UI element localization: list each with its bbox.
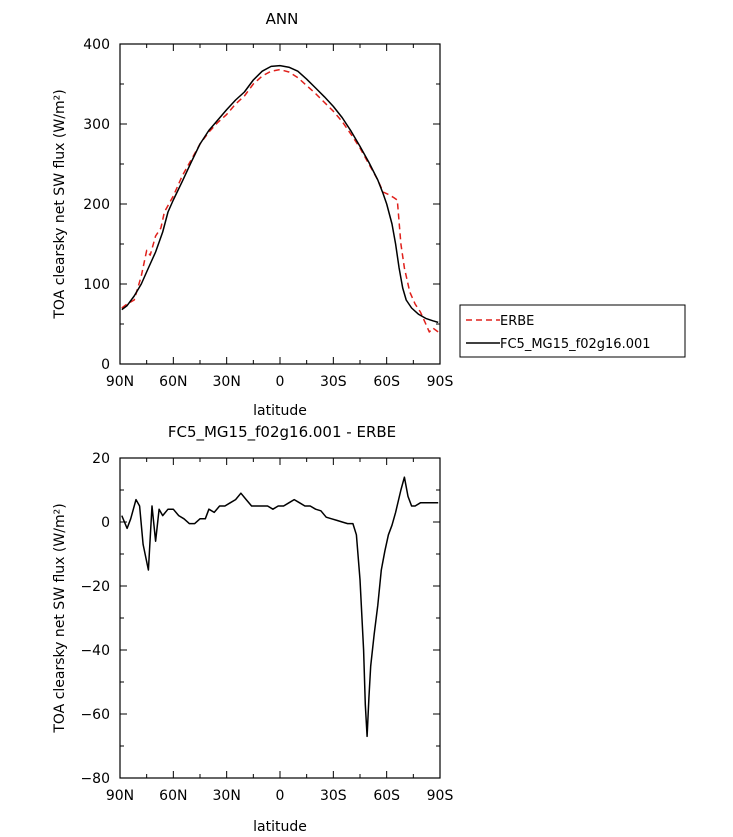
bottom-y-tick-label: −40 [80, 643, 110, 659]
legend-label-model: FC5_MG15_f02g16.001 [500, 337, 651, 352]
top-y-tick-label: 300 [83, 117, 110, 133]
bottom-y-axis-label: TOA clearsky net SW flux (W/m²) [52, 503, 68, 733]
bottom-y-tick-label: 20 [92, 451, 110, 467]
top-x-tick-label: 60S [373, 374, 400, 390]
top-x-tick-label: 30N [213, 374, 241, 390]
top-x-tick-label: 60N [159, 374, 187, 390]
legend-frame [459, 304, 686, 358]
top-plot-frame [119, 43, 441, 365]
bottom-x-tick-labels: 90N 60N 30N 0 30S 60S 90S [106, 788, 454, 804]
bottom-x-tick-label: 30N [213, 788, 241, 804]
bottom-x-tick-label: 60S [373, 788, 400, 804]
top-x-tick-label: 0 [276, 374, 285, 390]
bottom-x-tick-label: 30S [320, 788, 347, 804]
top-series-line-1 [121, 64, 439, 324]
bottom-panel: FC5_MG15_f02g16.001 - ERBE 90N 60N 30N 0 30S… [52, 423, 453, 835]
top-x-tick-label: 90S [427, 374, 454, 390]
bottom-axis-ticks [119, 457, 441, 779]
bottom-y-tick-label: −80 [80, 771, 110, 787]
bottom-x-tick-label: 90N [106, 788, 134, 804]
top-y-axis-label: TOA clearsky net SW flux (W/m²) [52, 89, 68, 319]
bottom-x-tick-label: 0 [276, 788, 285, 804]
top-series-lines [121, 64, 439, 333]
bottom-chart-title: FC5_MG15_f02g16.001 - ERBE [168, 423, 396, 442]
legend: ERBE FC5_MG15_f02g16.001 [459, 304, 686, 358]
bottom-series-line-0 [121, 476, 439, 738]
top-x-axis-label: latitude [253, 403, 307, 419]
top-y-tick-label: 400 [83, 37, 110, 53]
top-x-tick-labels: 90N 60N 30N 0 30S 60S 90S [106, 374, 454, 390]
top-x-tick-label: 30S [320, 374, 347, 390]
top-y-tick-label: 100 [83, 277, 110, 293]
bottom-y-tick-label: 0 [101, 515, 110, 531]
top-y-tick-labels: 0 100 200 300 400 [83, 37, 110, 373]
bottom-y-tick-label: −60 [80, 707, 110, 723]
bottom-series-lines [121, 476, 439, 738]
top-series-line-0 [121, 68, 439, 333]
bottom-y-tick-label: −20 [80, 579, 110, 595]
top-panel: ANN 90N 60N 30N 0 30S 60S 90S 0 100 200 300 400 la… [52, 10, 686, 419]
top-y-tick-label: 200 [83, 197, 110, 213]
bottom-x-axis-label: latitude [253, 819, 307, 835]
top-x-tick-label: 90N [106, 374, 134, 390]
top-chart-title: ANN [266, 10, 299, 28]
legend-label-erbe: ERBE [500, 314, 534, 329]
bottom-x-tick-label: 90S [427, 788, 454, 804]
top-axis-ticks [119, 43, 441, 365]
top-y-tick-label: 0 [101, 357, 110, 373]
bottom-x-tick-label: 60N [159, 788, 187, 804]
bottom-y-tick-labels: −80 −60 −40 −20 0 20 [80, 451, 110, 787]
